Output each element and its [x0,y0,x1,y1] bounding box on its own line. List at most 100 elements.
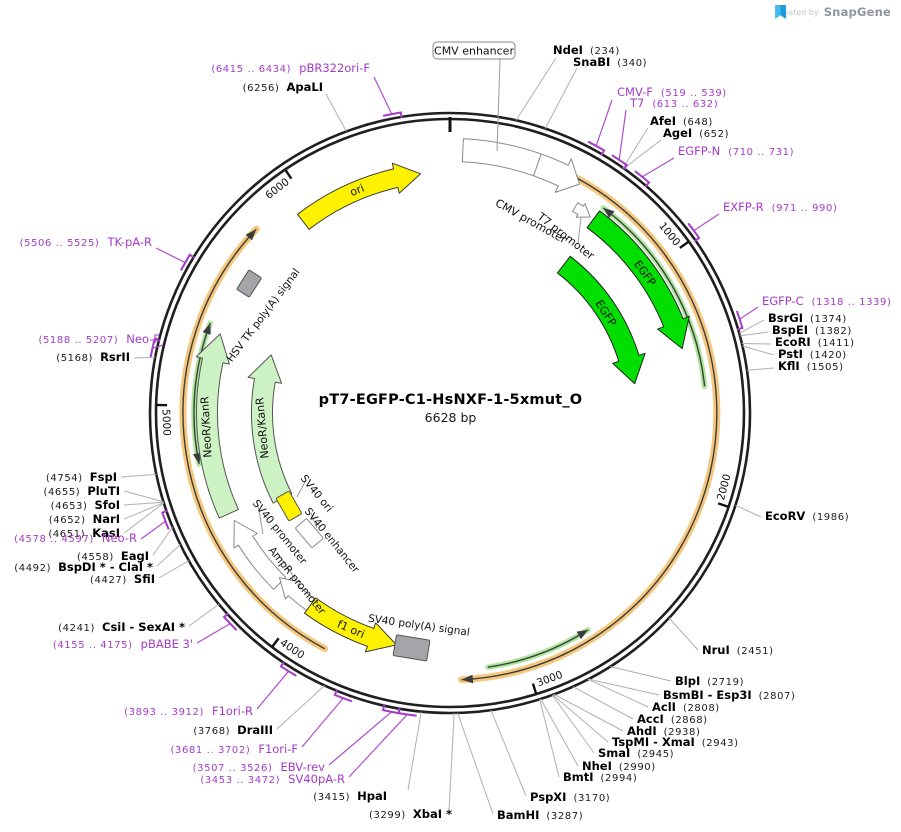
enzyme-name: NarI [93,512,120,526]
feature-orf-frame-right-arrowhead-end [461,674,474,684]
tick-label-5000: 5000 [160,409,173,436]
enzyme-leader-hpai [407,711,422,791]
enzyme-name: SmaI [598,746,630,760]
primer-range: (5188 .. 5207) [38,335,118,346]
primer-name: pBR322ori-F [299,61,370,75]
enzyme-position: (1411) [818,338,855,349]
enzyme-leader-draiii [276,685,325,730]
primer-name: EXFP-R [723,200,764,214]
primer-range: (971 .. 990) [772,203,838,214]
feature-neor-kanr-arrow-inner [247,354,293,504]
feature-neor-kanr-arrow-outer [195,333,239,519]
feature-hsv-tk-polya-box [236,269,262,298]
enzyme-label-eagi: (4558) EagI [77,549,149,563]
primer-name: EGFP-N [678,144,720,158]
feature-orf-frame-green-right-arrowhead-end [603,208,615,218]
enzyme-name: AccI [637,712,664,726]
primer-leader-t7 [618,109,627,161]
primer-mark-tk-pa-r [180,253,196,271]
primer-range: (1318 .. 1339) [812,297,892,308]
enzyme-label-sfoi: (4653) SfoI [51,498,120,512]
enzyme-leader-rsrii [133,356,156,359]
primer-range: (4578 .. 4597) [14,534,94,545]
primer-leader-egfp-n [641,157,675,178]
enzyme-label-xbai: (3299) XbaI * [369,807,452,821]
primer-name: T7 [629,96,644,110]
primer-leader-egfp-c [738,306,759,321]
enzyme-name: CsiI - SexAI * [102,620,185,634]
primer-label-tk-pa-r: (5506 .. 5525) TK-pA-R [20,235,152,249]
tick-label-4000: 4000 [278,637,307,662]
feature-sv40-polya-box [392,634,431,662]
primer-label-t7: T7 (613 .. 632) [629,96,718,110]
enzyme-name: KasI [92,526,120,540]
enzyme-name: AfeI [650,114,676,128]
feature-orf-frame-left-line [182,228,326,650]
enzyme-leader-kfli [746,367,775,371]
primer-mark-neo-f [149,338,161,358]
enzyme-name: BsmBI - Esp3I [663,688,752,702]
primer-leader-sv40pa-r [348,713,409,778]
enzyme-leader-ecori [741,342,772,345]
enzyme-label-csii-sexai: (4241) CsiI - SexAI * [58,620,185,634]
enzyme-label-acci: AccI (2868) [637,712,708,726]
feature-ori-arrow [297,162,422,230]
enzyme-position: (4492) [14,563,51,574]
enzyme-position: (4653) [51,501,88,512]
feature-sv40-promoter-arrow [233,520,287,590]
enzyme-position: (5168) [56,353,93,364]
primer-label-exfp-r: EXFP-R (971 .. 990) [723,200,838,214]
enzyme-name: AclI [652,700,676,714]
feature-f1-ori-arrow [304,597,397,653]
enzyme-position: (4652) [49,515,86,526]
enzyme-position: (3768) [193,726,230,737]
enzyme-label-agei: AgeI (652) [663,126,729,140]
enzyme-name: AgeI [663,126,692,140]
enzyme-name: ApaLI [287,80,324,94]
enzyme-position: (3415) [313,792,350,803]
enzyme-name: HpaI [357,789,387,803]
enzyme-name: BamHI [497,808,539,822]
enzyme-name: SfiI [134,572,155,586]
ring-outer [148,111,752,715]
enzyme-position: (2990) [619,762,656,773]
enzyme-position: (4241) [58,623,95,634]
primer-range: (3681 .. 3702) [171,745,251,756]
primer-label-ebv-rev: (3507 .. 3526) EBV-rev [193,760,326,774]
enzyme-label-kfli: KflI (1505) [778,359,844,373]
primer-label-neo-r: (4578 .. 4597) Neo-R [14,531,137,545]
enzyme-leader-ahdi [553,693,624,732]
primer-label-pbr322ori-f: (6415 .. 6434) pBR322ori-F [211,61,370,75]
cmv-enhancer-leader [496,58,501,152]
enzyme-position: (4651) [48,529,85,540]
enzyme-leader-smai [551,694,595,754]
enzyme-position: (2719) [707,677,744,688]
enzyme-name: EcoRV [765,509,805,523]
primer-leader-pbr322ori-f [373,76,393,115]
tick-label-6000: 6000 [263,176,292,202]
enzyme-position: (2807) [759,691,796,702]
enzyme-position: (652) [699,129,729,140]
enzyme-name: AhdI [627,724,657,738]
primer-label-neo-f: (5188 .. 5207) Neo-F [38,332,160,346]
primer-mark-ebv-rev [381,704,401,715]
enzyme-label-bsmbi-esp3i: BsmBI - Esp3I (2807) [663,688,796,702]
enzyme-label-bspdi-clai: (4492) BspDI * - ClaI * [14,560,153,574]
enzyme-position: (340) [617,58,647,69]
tick-6000 [284,168,293,180]
enzyme-name: BspEI [772,323,808,337]
primer-name: EGFP-C [762,294,804,308]
enzyme-position: (2868) [671,715,708,726]
feature-label-neor-kanr-6: NeoR/KanR [198,396,214,458]
enzyme-label-nari: (4652) NarI [49,512,120,526]
primer-mark-egfp-n [634,170,651,188]
enzyme-position: (1505) [807,362,844,373]
ring-inner [154,117,746,709]
primer-leader-ebv-rev [328,710,393,766]
enzyme-name: BlpI [675,674,700,688]
primer-name: SV40pA-R [288,772,345,786]
enzyme-leader-tspmi-xmai [552,694,609,743]
enzyme-leader-bspdi-clai [156,544,181,567]
enzyme-position: (2943) [702,738,739,749]
enzyme-label-bmti: BmtI (2994) [563,770,637,784]
